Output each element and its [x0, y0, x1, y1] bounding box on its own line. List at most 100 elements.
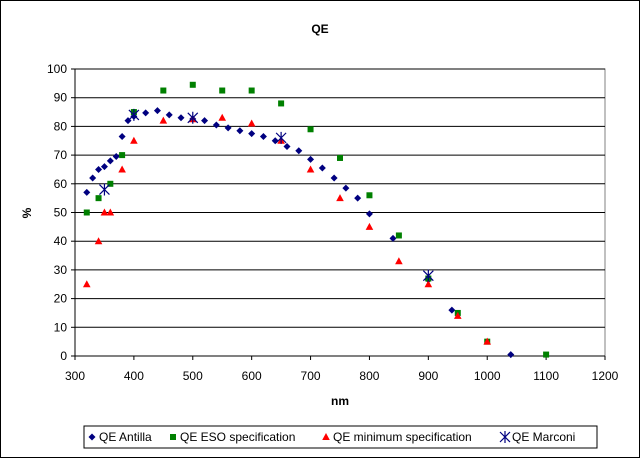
data-point-diamond	[389, 234, 397, 242]
data-point-triangle	[100, 208, 109, 216]
data-point-diamond	[248, 130, 256, 138]
data-point-diamond	[112, 153, 120, 161]
data-points	[82, 81, 550, 359]
y-tick-label: 0	[60, 349, 67, 363]
data-point-square	[395, 232, 402, 239]
x-tick-label: 300	[65, 369, 85, 383]
y-tick-label: 100	[47, 62, 67, 76]
legend-label: QE minimum specification	[333, 430, 472, 444]
legend-label: QE Antilla	[99, 430, 152, 444]
data-point-diamond	[153, 107, 161, 115]
legend-marker-triangle	[322, 433, 330, 440]
y-tick-label: 20	[54, 292, 68, 306]
data-point-triangle	[483, 337, 492, 345]
data-point-diamond	[330, 174, 338, 182]
data-point-diamond	[106, 157, 114, 165]
data-point-diamond	[201, 117, 209, 125]
legend-marker-star	[499, 431, 511, 443]
x-tick-label: 800	[359, 369, 379, 383]
data-point-triangle	[118, 165, 126, 173]
data-point-triangle	[106, 208, 115, 216]
data-point-square	[119, 152, 126, 159]
data-point-square	[189, 81, 196, 88]
data-point-diamond	[448, 306, 456, 314]
data-point-star	[128, 108, 140, 121]
data-point-triangle	[218, 113, 227, 121]
data-point-triangle	[159, 116, 168, 124]
data-point-triangle	[395, 257, 403, 265]
data-point-square	[278, 100, 285, 107]
data-point-triangle	[247, 119, 256, 127]
data-point-square	[248, 87, 255, 94]
data-point-star	[99, 183, 110, 196]
y-tick-label: 60	[54, 177, 68, 191]
y-tick-label: 30	[54, 263, 68, 277]
gridlines	[75, 68, 605, 328]
data-point-diamond	[365, 210, 373, 218]
x-tick-label: 700	[301, 369, 321, 383]
data-point-star	[187, 111, 199, 124]
y-tick-label: 90	[54, 91, 68, 105]
y-tick-label: 10	[54, 320, 68, 334]
data-point-diamond	[318, 164, 326, 172]
x-tick-label: 1200	[592, 369, 619, 383]
data-point-diamond	[236, 127, 244, 135]
data-point-triangle	[336, 194, 344, 202]
data-point-square	[83, 209, 90, 216]
x-tick-label: 400	[124, 369, 144, 383]
data-point-square	[160, 87, 167, 94]
x-tick-label: 900	[418, 369, 438, 383]
data-point-square	[337, 154, 343, 161]
data-point-diamond	[342, 184, 350, 192]
data-point-diamond	[354, 194, 362, 202]
data-point-diamond	[259, 132, 267, 140]
legend: QE Antilla QE ESO specification QE minimum…	[88, 430, 575, 444]
y-tick-label: 80	[54, 119, 68, 133]
legend-marker-diamond	[88, 433, 96, 441]
data-point-star	[422, 269, 434, 282]
y-axis-title: %	[20, 207, 34, 218]
data-point-diamond	[177, 114, 185, 122]
data-point-square	[219, 87, 226, 94]
data-point-triangle	[82, 280, 91, 288]
legend-box	[83, 425, 598, 449]
data-point-square	[307, 126, 314, 133]
data-point-diamond	[224, 124, 232, 132]
chart-title: QE	[311, 22, 328, 36]
x-tick-label: 1000	[474, 369, 501, 383]
legend-label: QE Marconi	[512, 430, 575, 444]
data-point-diamond	[165, 111, 173, 119]
axis-ticks: 0 10 20 30 40 50 60 70 80 90 100 300 400 500 600 700 800…	[47, 62, 619, 383]
legend-marker-square	[170, 434, 176, 440]
data-point-diamond	[118, 132, 126, 140]
data-point-diamond	[142, 109, 150, 117]
data-point-square	[366, 192, 373, 199]
y-tick-label: 70	[54, 148, 68, 162]
x-tick-label: 1100	[533, 369, 559, 383]
x-tick-label: 600	[242, 369, 262, 383]
legend-label: QE ESO specification	[180, 430, 295, 444]
x-tick-label: 500	[183, 369, 203, 383]
data-point-diamond	[83, 188, 91, 196]
data-point-triangle	[453, 311, 462, 319]
data-point-square	[95, 195, 102, 202]
data-point-square	[543, 351, 550, 358]
data-point-diamond	[89, 174, 97, 182]
data-point-triangle	[424, 280, 433, 288]
data-point-triangle	[306, 165, 315, 173]
data-point-diamond	[307, 155, 315, 163]
y-tick-label: 50	[54, 206, 68, 220]
data-point-diamond	[212, 121, 220, 129]
data-point-diamond	[507, 351, 515, 359]
data-point-triangle	[94, 237, 103, 245]
data-point-diamond	[283, 142, 291, 150]
data-point-diamond	[100, 163, 108, 171]
x-axis-title: nm	[331, 394, 349, 408]
y-tick-label: 40	[54, 234, 68, 248]
data-point-triangle	[365, 222, 374, 230]
data-point-diamond	[95, 165, 103, 173]
data-point-square	[107, 180, 114, 187]
data-point-triangle	[130, 136, 138, 144]
